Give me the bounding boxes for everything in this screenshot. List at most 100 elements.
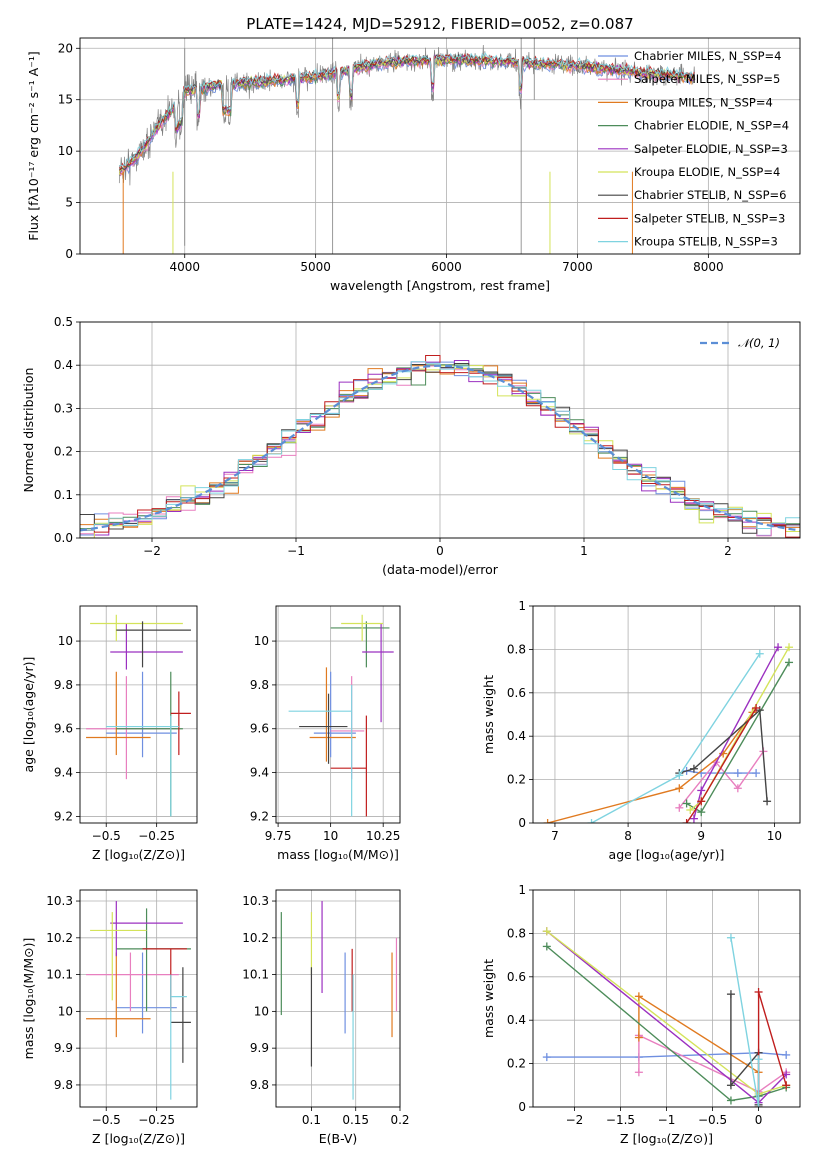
y-tick-label: 0.8 — [507, 642, 526, 656]
errorbar-chabrier_elodie — [116, 908, 191, 1012]
histogram-salpeter_stelib — [80, 355, 800, 538]
point-chabrier_elodie — [682, 799, 691, 808]
series-salpeter_miles — [678, 751, 764, 809]
y-tick-label: 9.2 — [250, 809, 269, 823]
x-tick-label: 5000 — [300, 260, 331, 274]
point-salpeter_miles — [733, 784, 742, 793]
plot-area — [543, 643, 794, 823]
errorbar-salpeter_miles — [330, 676, 365, 780]
y-tick-label: 9.2 — [54, 809, 73, 823]
x-axis-label: mass [log₁₀(M/M⊙)] — [277, 847, 399, 862]
x-tick-label: 0.1 — [302, 1113, 321, 1127]
y-tick-label: 9.8 — [54, 678, 73, 692]
panel-age_vs_mass: 9.75 10 10.25 9.2 9.4 9.6 9.8 10 mass [log₁₀(M/M… — [250, 605, 401, 862]
y-axis-label: Normed distribution — [21, 368, 36, 493]
panel-residuals: −2 −1 0 1 2 0.0 0.1 0.2 0.3 0.4 0.5 (data-model)/er… — [21, 315, 801, 577]
errorbar-salpeter_elodie — [110, 901, 183, 957]
model-spectrum-chabrier_miles — [118, 58, 695, 175]
errorbar-salpeter_miles — [86, 952, 179, 1012]
y-tick-label: 20 — [58, 41, 73, 55]
panel-mass_vs_EBV: 0.1 0.15 0.2 9.8 9.9 10 10.1 10.2 10.3 E(B-V) — [242, 889, 410, 1146]
errorbar-chabrier_stelib — [170, 967, 191, 1063]
legend-entry: Salpeter STELIB, N_SSP=3 — [634, 211, 785, 225]
x-tick-label: −1 — [658, 1113, 676, 1127]
errorbar-chabrier_stelib — [299, 693, 348, 764]
x-axis-label: E(B-V) — [319, 1131, 358, 1146]
y-tick-label: 0.5 — [54, 315, 73, 329]
y-axis-label: Flux [fλ10⁻¹⁷ erg cm⁻² s⁻¹ A⁻¹] — [26, 51, 41, 240]
x-tick-label: 7 — [551, 829, 559, 843]
y-tick-label: 0 — [518, 816, 526, 830]
point-kroupa_elodie — [686, 805, 695, 814]
point-chabrier_elodie — [697, 808, 706, 817]
plot-area — [86, 614, 191, 817]
y-tick-label: 0.2 — [507, 1057, 526, 1071]
axes-frame — [79, 37, 801, 255]
model-spectrum-salpeter_miles — [118, 57, 695, 177]
axes-frame — [275, 889, 401, 1108]
x-tick-label: 2 — [724, 544, 732, 558]
panel-spectrum: 4000 5000 6000 7000 8000 0 5 10 15 20 wavelength [… — [26, 37, 801, 293]
y-tick-label: 0.4 — [507, 729, 526, 743]
point-kroupa_miles — [543, 819, 552, 823]
x-tick-label: −0.5 — [92, 1113, 121, 1127]
y-tick-label: 10.3 — [46, 894, 73, 908]
x-tick-label: 7000 — [562, 260, 593, 274]
point-salpeter_elodie — [697, 786, 706, 795]
point-chabrier_stelib — [689, 764, 698, 773]
y-tick-label: 10 — [58, 634, 73, 648]
legend-entry: Chabrier ELODIE, N_SSP=4 — [634, 119, 789, 133]
errorbar-kroupa_stelib — [288, 684, 353, 817]
y-tick-label: 0.6 — [507, 686, 526, 700]
y-tick-label: 10.3 — [242, 894, 269, 908]
panel-mass_weight_vs_Z: −2 −1.5 −1 −0.5 0 0 0.2 0.4 0.6 0.8 1 Z [log₁₀(Z/Z⊙… — [481, 883, 801, 1146]
y-tick-label: 0.6 — [507, 970, 526, 984]
errorbar-salpeter_stelib — [170, 691, 191, 756]
plot-area — [288, 614, 394, 817]
y-tick-label: 0 — [65, 247, 73, 261]
x-tick-label: 6000 — [431, 260, 462, 274]
errorbar-kroupa_miles — [86, 952, 151, 1038]
y-tick-label: 9.4 — [54, 766, 73, 780]
y-tick-label: 0 — [518, 1100, 526, 1114]
point-kroupa_stelib — [754, 1055, 763, 1064]
series-salpeter_miles — [638, 1034, 787, 1093]
y-tick-label: 9.9 — [54, 1041, 73, 1055]
y-tick-label: 10.1 — [242, 968, 269, 982]
y-axis-label: age [log₁₀(age/yr)] — [21, 657, 36, 773]
errorbar-salpeter_stelib — [142, 948, 187, 1012]
y-tick-label: 0.0 — [54, 531, 73, 545]
model-spectrum-salpeter_stelib — [118, 52, 695, 170]
x-tick-label: 0.15 — [342, 1113, 369, 1127]
point-salpeter_miles — [675, 803, 684, 812]
y-tick-label: 10 — [58, 144, 73, 158]
legend-entry: Salpeter MILES, N_SSP=5 — [634, 72, 780, 86]
x-axis-label: (data-model)/error — [382, 562, 499, 577]
errorbar-salpeter_elodie — [362, 623, 394, 723]
errorbar-kroupa_elodie — [90, 614, 183, 642]
point-salpeter_stelib — [782, 1081, 791, 1090]
y-axis-label: mass weight — [481, 959, 496, 1038]
point-chabrier_miles — [752, 769, 761, 778]
errorbar-chabrier_miles — [106, 671, 177, 758]
normal-curve — [80, 364, 800, 532]
series-chabrier_stelib — [679, 708, 768, 802]
errorbar-kroupa_stelib — [106, 715, 179, 817]
x-tick-label: 10 — [323, 829, 338, 843]
point-salpeter_stelib — [697, 797, 706, 806]
errorbar-salpeter_miles — [86, 676, 177, 780]
series-chabrier_stelib — [730, 994, 760, 1105]
legend-entry: Chabrier STELIB, N_SSP=6 — [634, 188, 786, 202]
errorbar-chabrier_stelib — [116, 621, 191, 668]
x-axis-label: Z [log₁₀(Z/Z⊙)] — [620, 1131, 713, 1146]
legend-entry: Kroupa MILES, N_SSP=4 — [634, 95, 773, 109]
y-axis-label: mass weight — [481, 675, 496, 754]
legend: Chabrier MILES, N_SSP=4 Salpeter MILES, N… — [598, 49, 789, 249]
x-tick-label: 4000 — [169, 260, 200, 274]
point-kroupa_miles — [675, 784, 684, 793]
x-tick-label: −0.5 — [698, 1113, 727, 1127]
x-tick-label: −2 — [566, 1113, 584, 1127]
point-chabrier_elodie — [785, 658, 794, 667]
x-axis-label: wavelength [Angstrom, rest frame] — [330, 278, 550, 293]
